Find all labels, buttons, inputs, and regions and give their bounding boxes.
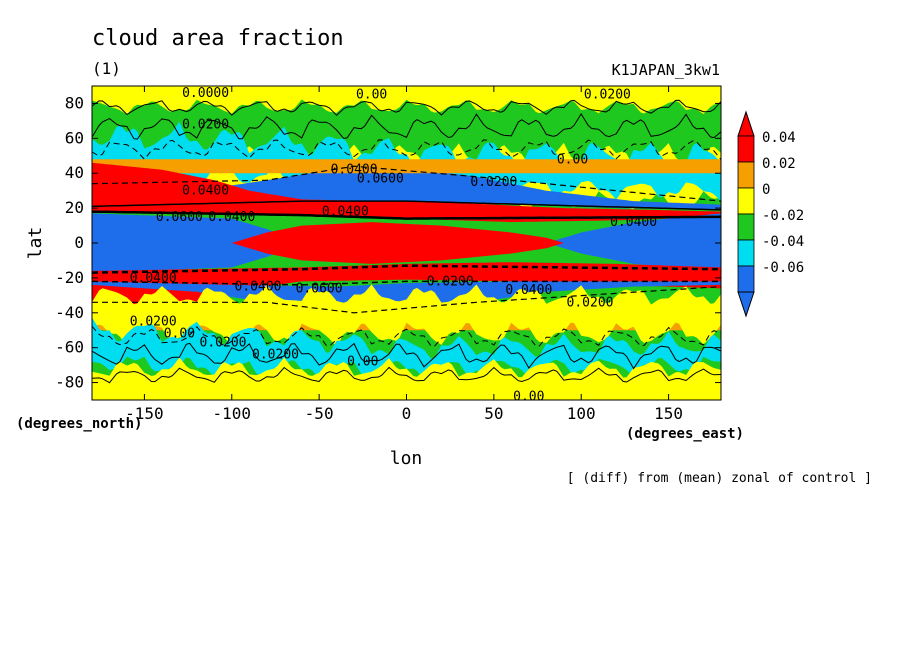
contour-label: 0.0200	[252, 348, 299, 363]
y-axis-ticks: -80 -60 -40 -20 0 20 40 60 80	[55, 93, 721, 392]
band-north-orange	[92, 159, 721, 174]
colorbar-tick-label: 0.04	[762, 130, 796, 146]
contour-label: 0.0000	[182, 86, 229, 101]
contour-group	[92, 99, 721, 384]
x-tick-label: 0	[402, 404, 412, 423]
x-axis-label: lon	[390, 448, 423, 469]
band-north-red	[92, 162, 721, 223]
contour-line-9	[92, 366, 721, 384]
contour-label: 0.0200	[470, 175, 517, 190]
contour-label: 0.0400	[331, 163, 378, 178]
x-axis-ticks: -150 -100 -50 0 50 100 150	[125, 86, 683, 423]
contour-line-4	[92, 139, 721, 160]
field	[92, 86, 721, 400]
y-tick-label: -40	[55, 303, 84, 322]
x-tick-label: 50	[484, 404, 503, 423]
contour-label: 0.0600	[156, 210, 203, 225]
contour-line-2	[92, 200, 721, 211]
colorbar-tick-label: 0.02	[762, 156, 796, 172]
band-equator-blue	[92, 213, 721, 273]
equatorial-red-wedge	[231, 222, 564, 264]
contour-label: 0.0400	[505, 283, 552, 298]
y-axis-label: lat	[25, 227, 46, 260]
y-tick-label: 40	[65, 163, 84, 182]
contour-label: 0.0200	[567, 295, 614, 310]
contour-label: 0.00	[356, 88, 387, 103]
colorbar-swatch	[737, 239, 755, 267]
contour-label: 0.00	[513, 390, 544, 405]
contour-line-8	[92, 342, 721, 370]
contour-label: 0.0200	[200, 335, 247, 350]
y-tick-label: -60	[55, 338, 84, 357]
contour-lines	[92, 99, 721, 384]
x-tick-label: -150	[125, 404, 164, 423]
x-axis-units: (degrees_east)	[626, 426, 744, 442]
contour-label: 0.00	[164, 327, 195, 342]
contour-label: 0.0400	[610, 215, 657, 230]
contour-label: 0.0200	[584, 88, 631, 103]
contour-label: 0.0400	[182, 184, 229, 199]
x-tick-label: -100	[213, 404, 252, 423]
contour-label: 0.0400	[130, 271, 177, 286]
colorbar: -0.06 -0.04 -0.02 0 0.02 0.04	[737, 110, 804, 318]
contour-label: 0.0600	[357, 172, 404, 187]
colorbar-tick-label: -0.04	[762, 234, 804, 250]
colorbar-tick-label: 0	[762, 182, 770, 198]
contour-line-3	[92, 280, 721, 286]
plot-area	[92, 86, 721, 400]
contour-label: 0.0400	[235, 280, 282, 295]
contour-label: 0.0600	[296, 281, 343, 296]
x-tick-label: 100	[567, 404, 596, 423]
contour-line-5	[92, 112, 721, 140]
contour-line-6	[92, 99, 721, 117]
colorbar-tick-label: -0.06	[762, 260, 804, 276]
colorbar-swatch	[737, 135, 755, 163]
y-tick-label: 20	[65, 198, 84, 217]
colorbar-swatch	[737, 265, 755, 293]
contour-line-1	[92, 264, 721, 274]
run-label: K1JAPAN_3kw1	[612, 61, 720, 79]
band-north-polar-yellow	[92, 86, 721, 115]
contour-label: 0.00	[557, 152, 588, 167]
contour-line-7	[92, 325, 721, 347]
chart-subtitle: (1)	[92, 59, 121, 78]
colorbar-tick-label: -0.02	[762, 208, 804, 224]
y-tick-label: 0	[74, 233, 84, 252]
contour-label: 0.0200	[427, 274, 474, 289]
chart-title: cloud area fraction	[92, 26, 344, 51]
y-tick-label: 80	[65, 93, 84, 112]
y-axis-units: (degrees_north)	[16, 416, 142, 432]
contour-line-10	[92, 165, 721, 202]
contour-label: 0.0200	[130, 315, 177, 330]
colorbar-extend-max	[737, 110, 755, 137]
contour-label: 0.0400	[208, 210, 255, 225]
band-south-blue	[92, 281, 721, 313]
x-tick-label: -50	[305, 404, 334, 423]
x-tick-label: 150	[654, 404, 683, 423]
band-south-polar-yellow	[92, 357, 721, 400]
contour-line-0	[92, 210, 721, 220]
colorbar-swatch	[737, 213, 755, 241]
contour-label: 0.00	[347, 355, 378, 370]
y-tick-label: -20	[55, 268, 84, 287]
y-tick-label: -80	[55, 373, 84, 392]
colorbar-swatch	[737, 161, 755, 189]
footnote: [ (diff) from (mean) zonal of control ]	[567, 471, 872, 486]
colorbar-swatch	[737, 187, 755, 215]
contour-label: 0.0400	[322, 205, 369, 220]
contour-line-11	[92, 286, 721, 314]
contour-label: 0.0200	[182, 117, 229, 132]
colorbar-extend-min	[737, 291, 755, 318]
band-south-red	[92, 262, 721, 324]
y-tick-label: 60	[65, 128, 84, 147]
